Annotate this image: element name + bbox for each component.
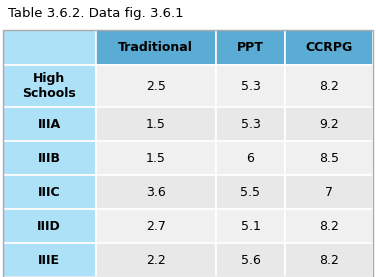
Text: 5.3: 5.3 [241,80,260,93]
Text: PPT: PPT [237,41,264,54]
Bar [96,107,216,141]
Bar [216,209,285,243]
Text: 5.1: 5.1 [241,220,260,233]
Text: 9.2: 9.2 [319,118,339,131]
Bar [96,65,216,107]
Text: 2.5: 2.5 [146,80,165,93]
Bar [285,107,373,141]
Bar [96,141,216,175]
Text: 7: 7 [325,186,333,199]
Bar [216,65,285,107]
Bar [285,175,373,209]
Bar [96,209,216,243]
Text: Traditional: Traditional [118,41,193,54]
Text: 2.7: 2.7 [146,220,165,233]
Text: IIIA: IIIA [38,118,61,131]
Text: IIID: IIID [37,220,61,233]
Text: 8.2: 8.2 [319,80,339,93]
Bar [3,209,96,243]
Text: IIIB: IIIB [38,152,61,165]
Text: Table 3.6.2. Data fig. 3.6.1: Table 3.6.2. Data fig. 3.6.1 [8,7,183,20]
Bar [3,30,96,65]
Bar [3,243,96,277]
Text: 1.5: 1.5 [146,118,165,131]
Bar [285,30,373,65]
Text: 3.6: 3.6 [146,186,165,199]
Bar [3,141,96,175]
Bar [216,30,285,65]
Text: 8.2: 8.2 [319,253,339,266]
Bar [216,175,285,209]
Text: 5.6: 5.6 [241,253,260,266]
Bar [285,65,373,107]
Bar [285,243,373,277]
Text: 8.2: 8.2 [319,220,339,233]
Bar [216,141,285,175]
Bar [96,175,216,209]
Bar [216,107,285,141]
Bar [96,243,216,277]
Text: 6: 6 [247,152,255,165]
Text: 5.5: 5.5 [240,186,261,199]
Bar [96,30,216,65]
Text: 2.2: 2.2 [146,253,165,266]
Bar [285,209,373,243]
Bar [3,175,96,209]
Bar [3,107,96,141]
Text: High
Schools: High Schools [23,72,76,100]
Text: 1.5: 1.5 [146,152,165,165]
Bar [216,243,285,277]
Bar [3,30,373,277]
Text: IIIE: IIIE [38,253,60,266]
Text: 5.3: 5.3 [241,118,260,131]
Text: 8.5: 8.5 [319,152,339,165]
Text: IIIC: IIIC [38,186,61,199]
Bar [3,65,96,107]
Bar [285,141,373,175]
Text: CCRPG: CCRPG [305,41,353,54]
